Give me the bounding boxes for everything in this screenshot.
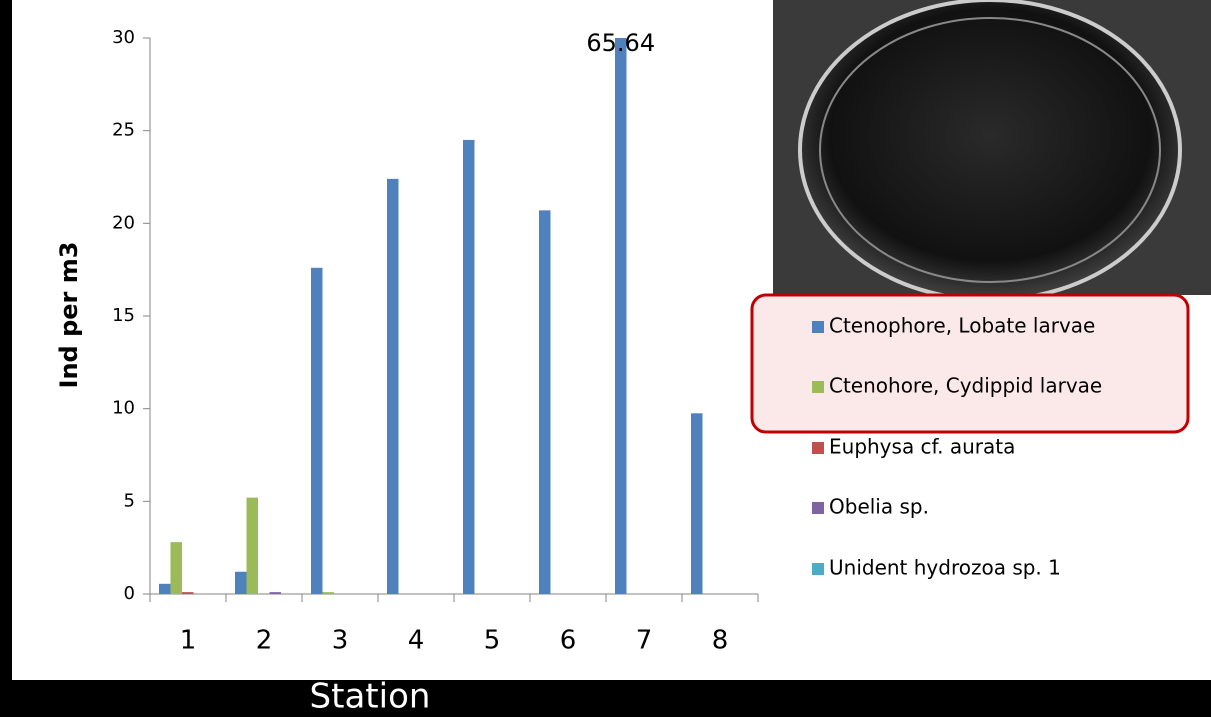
y-tick-label: 10: [112, 398, 135, 419]
bar: [463, 140, 475, 594]
y-tick-label: 30: [112, 27, 135, 48]
y-tick-label: 25: [112, 120, 135, 141]
legend-swatch: [812, 563, 824, 575]
bar: [270, 592, 282, 594]
y-axis-title: Ind per m3: [55, 242, 83, 389]
legend-swatch: [812, 442, 824, 454]
data-label: 65.64: [586, 29, 655, 57]
bar: [159, 584, 171, 594]
y-tick-label: 0: [124, 583, 135, 604]
legend-swatch: [812, 502, 824, 514]
page: {"chart_data":{"type":"bar","y_label":"I…: [0, 0, 1211, 717]
x-tick-label: 3: [332, 626, 349, 656]
bar: [311, 268, 323, 594]
legend-swatch: [812, 381, 824, 393]
bar: [323, 592, 335, 594]
legend-label: Ctenohore, Cydippid larvae: [829, 374, 1102, 398]
chart: Ind per m3 Station 0 5 10 15 20 25 30 1 2 3 4 5 6 7 65…: [0, 0, 1211, 717]
legend-label: Ctenophore, Lobate larvae: [829, 314, 1095, 338]
bar: [615, 0, 627, 594]
bar: [247, 498, 259, 594]
x-tick-label: 8: [712, 626, 729, 656]
legend-label: Unident hydrozoa sp. 1: [829, 556, 1061, 580]
legend-label: Euphysa cf. aurata: [829, 435, 1015, 459]
y-tick-label: 15: [112, 305, 135, 326]
x-tick-label: 2: [256, 626, 273, 656]
bar: [387, 179, 399, 594]
x-tick-label: 5: [484, 626, 501, 656]
x-tick-label: 7: [636, 626, 653, 656]
bar: [539, 210, 551, 594]
y-tick-label: 20: [112, 212, 135, 233]
x-axis-title: Station: [310, 677, 431, 717]
x-tick-label: 6: [560, 626, 577, 656]
bar: [235, 572, 247, 594]
x-tick-label: 4: [408, 626, 425, 656]
photo: [773, 0, 1211, 300]
bar: [691, 413, 703, 594]
legend-label: Obelia sp.: [829, 495, 929, 519]
legend-swatch: [812, 321, 824, 333]
x-tick-label: 1: [180, 626, 197, 656]
bar: [171, 542, 183, 594]
y-tick-label: 5: [124, 490, 135, 511]
bar: [182, 592, 194, 594]
